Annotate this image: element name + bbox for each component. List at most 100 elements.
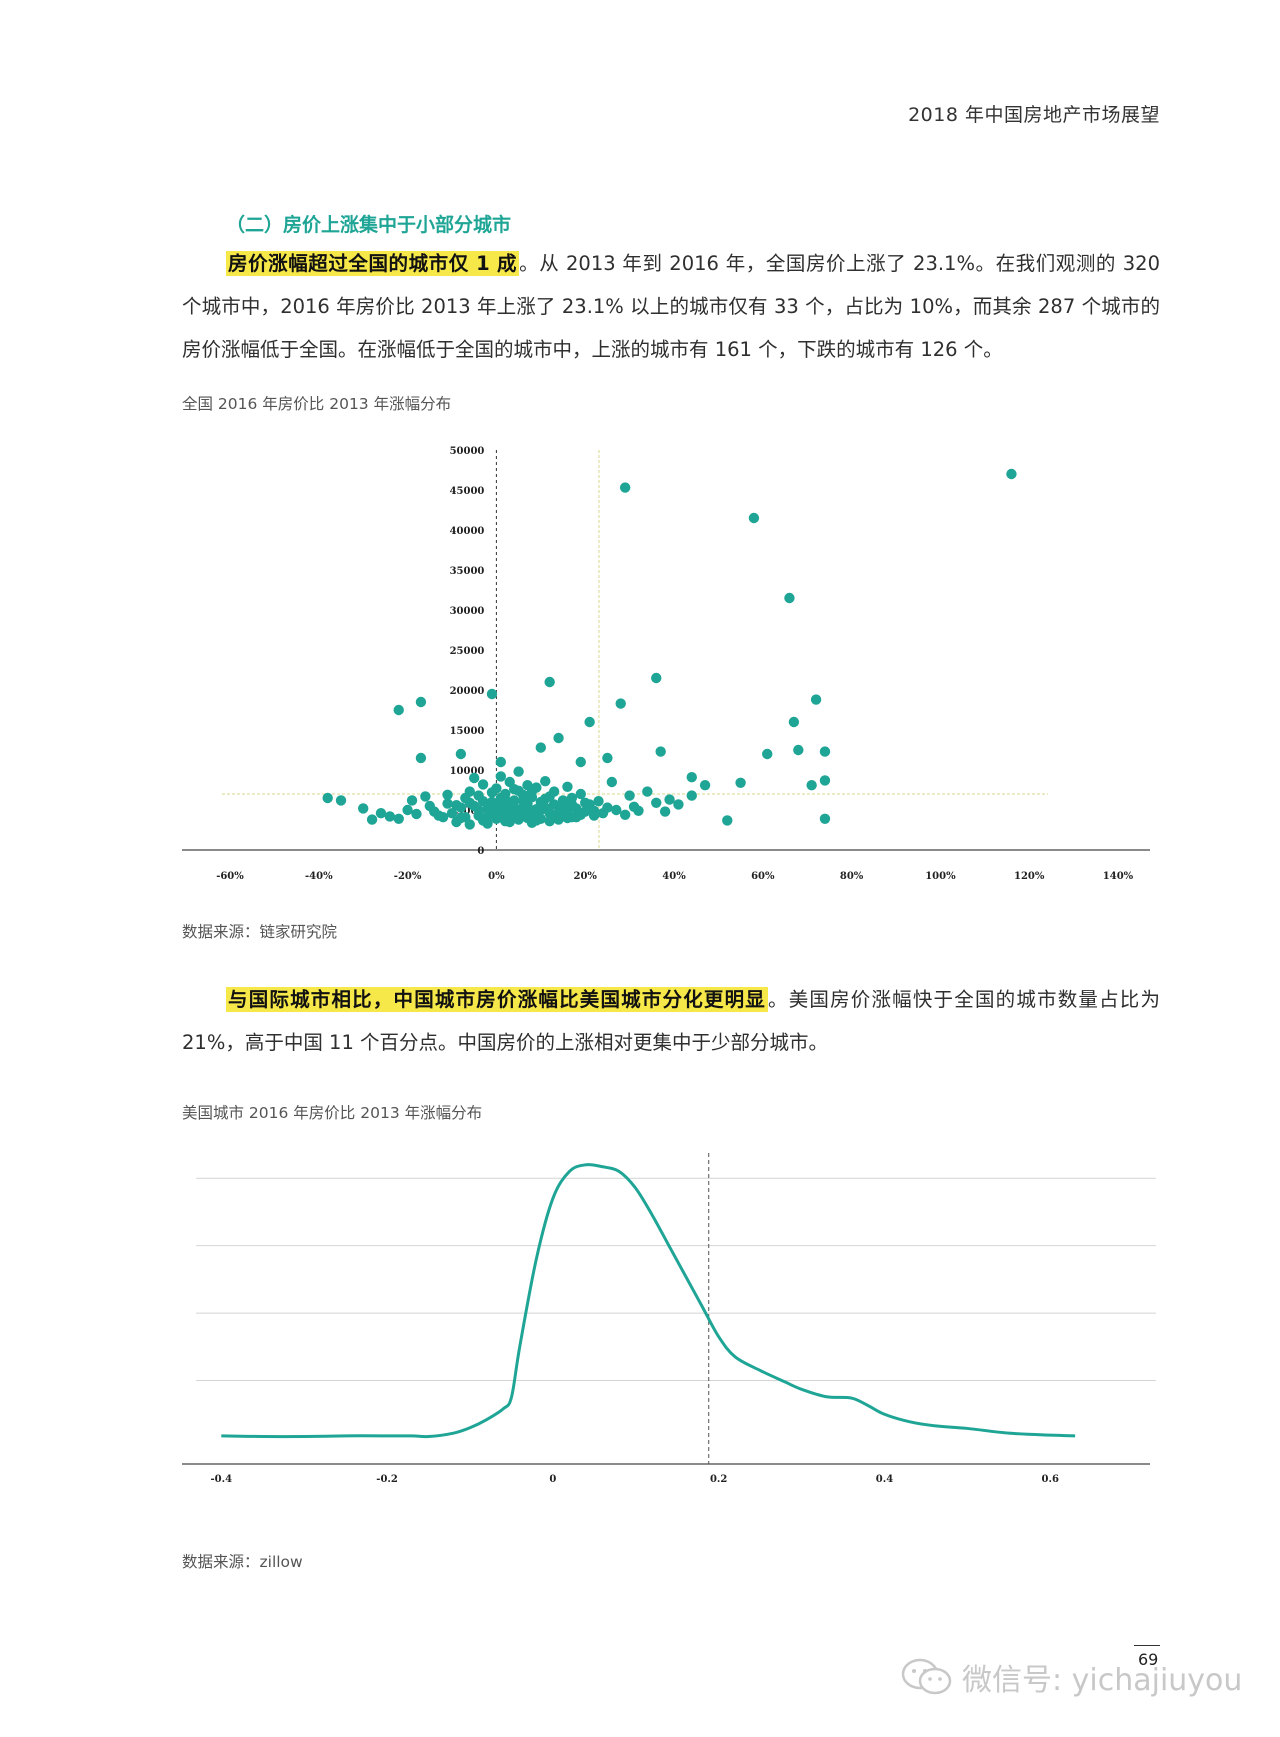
scatter-point — [495, 756, 507, 768]
scatter-point — [411, 808, 422, 820]
scatter-point — [491, 806, 502, 817]
scatter-point — [442, 798, 453, 809]
scatter-point — [597, 808, 609, 819]
scatter-point — [508, 784, 520, 795]
scatter-point — [406, 795, 418, 806]
chart-2-caption: 美国城市 2016 年房价比 2013 年涨幅分布 — [182, 1104, 483, 1122]
scatter-point — [655, 746, 666, 757]
y-tick-label: 40000 — [450, 526, 485, 537]
scatter-point — [722, 815, 733, 826]
scatter-point — [504, 802, 515, 813]
scatter-point — [553, 800, 564, 812]
scatter-point — [664, 794, 675, 805]
scatter-point — [508, 812, 520, 823]
page-number-rule — [1134, 1645, 1160, 1646]
scatter-point — [500, 816, 511, 827]
x-tick-label: 80% — [840, 871, 864, 882]
scatter-point — [566, 792, 578, 804]
scatter-point — [469, 800, 480, 812]
scatter-point — [455, 748, 467, 760]
scatter-point — [517, 789, 529, 800]
scatter-point — [500, 804, 511, 816]
scatter-point — [508, 795, 520, 806]
scatter-point — [517, 803, 529, 814]
scatter-point — [557, 802, 569, 813]
scatter-point — [531, 815, 542, 826]
scatter-point — [495, 771, 507, 782]
scatter-point — [522, 798, 533, 809]
scatter-point — [762, 748, 773, 760]
scatter-point — [420, 791, 431, 802]
scatter-point — [1006, 468, 1017, 480]
scatter-point — [748, 512, 760, 524]
scatter-point — [571, 812, 582, 823]
x-tick-label: 140% — [1103, 871, 1134, 882]
x-tick-label: -40% — [305, 871, 333, 882]
scatter-point — [455, 802, 467, 813]
scatter-point — [793, 744, 804, 756]
scatter-point — [393, 813, 404, 824]
scatter-point — [566, 812, 578, 823]
paragraph-2: 与国际城市相比，中国城市房价涨幅比美国城市分化更明显 。美国房价涨幅快于全国的城市… — [182, 978, 1160, 1064]
scatter-point — [553, 732, 564, 744]
scatter-point — [531, 782, 542, 793]
scatter-point — [562, 781, 573, 792]
scatter-point — [628, 801, 640, 812]
scatter-point — [504, 807, 515, 818]
x-tick-label: 120% — [1014, 871, 1045, 882]
scatter-point — [575, 809, 586, 820]
scatter-point — [535, 804, 546, 816]
scatter-point — [455, 812, 467, 824]
wechat-icon — [901, 1658, 952, 1695]
scatter-point — [819, 746, 831, 757]
scatter-point — [788, 716, 800, 728]
scatter-point — [500, 794, 511, 805]
scatter-point — [619, 482, 631, 493]
scatter-point — [659, 806, 671, 817]
density-line — [221, 1163, 1076, 1439]
scatter-point — [366, 814, 378, 825]
y-tick-label: 15000 — [450, 726, 485, 737]
x-tick-label: 100% — [925, 871, 956, 882]
scatter-point — [495, 797, 507, 808]
y-tick-label: 20000 — [450, 686, 485, 697]
scatter-point — [464, 786, 475, 797]
x-tick-label: 20% — [573, 871, 597, 882]
scatter-point — [562, 804, 573, 816]
paragraph-text: 。美国房价涨幅快于全国的城市数量占比为 21%，高于中国 11 个百分点。中国房… — [182, 988, 1160, 1054]
x-tick-label: 40% — [662, 871, 686, 882]
scatter-point — [651, 797, 662, 808]
scatter-point — [699, 780, 711, 791]
scatter-point — [375, 808, 387, 819]
scatter-point — [451, 800, 462, 811]
section-heading: （二）房价上涨集中于小部分城市 — [226, 214, 512, 236]
scatter-point — [477, 779, 489, 790]
x-tick-label: 0% — [488, 871, 505, 882]
scatter-point — [557, 808, 569, 820]
scatter-point — [429, 806, 440, 817]
scatter-point — [437, 812, 449, 823]
scatter-point — [619, 809, 631, 820]
scatter-point — [522, 812, 533, 824]
scatter-point — [508, 801, 520, 812]
scatter-point — [477, 796, 489, 807]
scatter-point — [686, 772, 697, 783]
highlight-text: 房价涨幅超过全国的城市仅 1 成 — [226, 251, 520, 276]
scatter-point — [575, 788, 586, 800]
scatter-point — [544, 676, 555, 688]
chart-1-caption: 全国 2016 年房价比 2013 年涨幅分布 — [182, 395, 452, 413]
scatter-point — [322, 792, 333, 804]
scatter-point — [571, 803, 582, 814]
chart-1-source: 数据来源：链家研究院 — [182, 923, 338, 941]
scatter-point — [486, 688, 498, 700]
scatter-point — [393, 704, 404, 716]
x-tick-label: 0 — [549, 1474, 556, 1485]
x-tick-label: 0.6 — [1042, 1474, 1059, 1485]
x-tick-label: -0.4 — [211, 1474, 233, 1485]
scatter-point — [477, 815, 489, 826]
scatter-point — [491, 800, 502, 811]
scatter-point — [535, 796, 546, 808]
scatter-point — [544, 808, 555, 819]
scatter-point — [358, 803, 369, 814]
y-tick-label: 35000 — [450, 566, 485, 577]
